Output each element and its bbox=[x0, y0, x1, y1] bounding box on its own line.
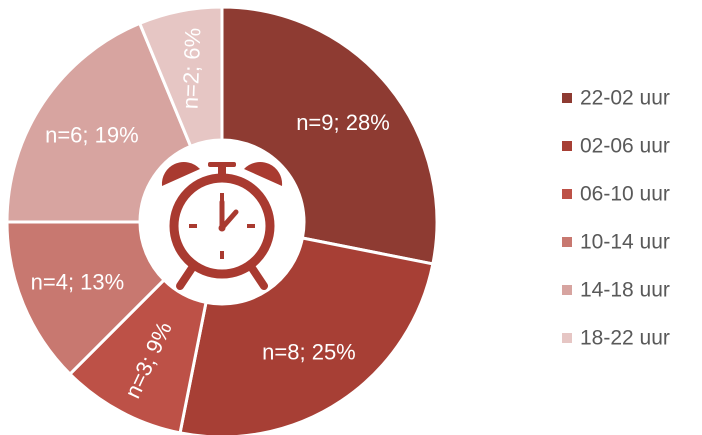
slice-label: n=2; 6% bbox=[178, 27, 206, 109]
slice-10-14-uur bbox=[5, 220, 167, 377]
legend-item: 14-18 uur bbox=[562, 279, 670, 302]
slice-18-22-uur bbox=[137, 5, 224, 149]
legend-swatch bbox=[562, 141, 572, 151]
alarm-clock-icon bbox=[161, 162, 283, 290]
legend-swatch bbox=[562, 333, 572, 343]
slice-22-02-uur bbox=[220, 5, 439, 266]
legend-label: 18-22 uur bbox=[580, 327, 670, 350]
donut-slices bbox=[5, 5, 439, 435]
legend-item: 06-10 uur bbox=[562, 183, 670, 206]
legend-label: 10-14 uur bbox=[580, 231, 670, 254]
slice-14-18-uur bbox=[5, 21, 193, 224]
legend: 22-02 uur 02-06 uur 06-10 uur 10-14 uur 14-1… bbox=[562, 87, 670, 350]
legend-item: 22-02 uur bbox=[562, 87, 670, 110]
legend-label: 02-06 uur bbox=[580, 135, 670, 158]
slice-02-06-uur bbox=[178, 236, 435, 435]
slice-label: n=6; 19% bbox=[45, 123, 139, 148]
legend-item: 10-14 uur bbox=[562, 231, 670, 254]
legend-item: 02-06 uur bbox=[562, 135, 670, 158]
legend-label: 22-02 uur bbox=[580, 87, 670, 110]
legend-swatch bbox=[562, 93, 572, 103]
legend-swatch bbox=[562, 285, 572, 295]
legend-swatch bbox=[562, 189, 572, 199]
legend-label: 14-18 uur bbox=[580, 279, 670, 302]
slice-label: n=9; 28% bbox=[296, 110, 390, 135]
legend-label: 06-10 uur bbox=[580, 183, 670, 206]
slice-label: n=8; 25% bbox=[262, 340, 356, 365]
legend-item: 18-22 uur bbox=[562, 327, 670, 350]
slice-label: n=4; 13% bbox=[31, 269, 125, 294]
legend-swatch bbox=[562, 237, 572, 247]
